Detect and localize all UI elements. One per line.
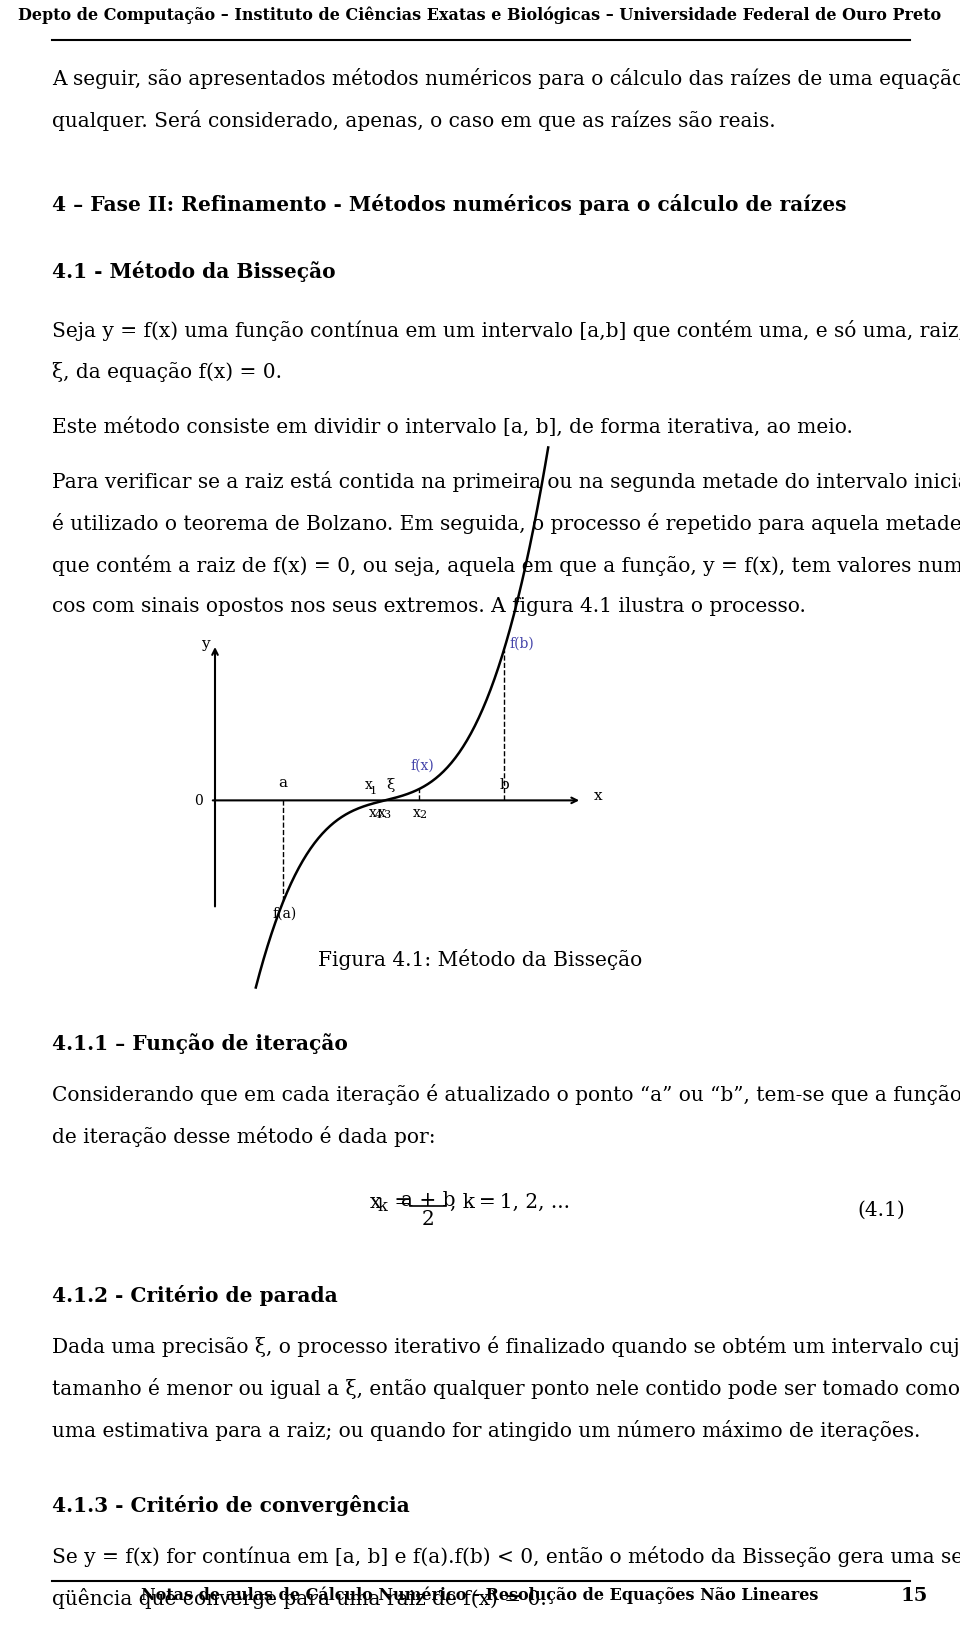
Text: x: x — [413, 806, 420, 821]
Text: , k = 1, 2, ...: , k = 1, 2, ... — [450, 1193, 570, 1212]
Text: a + b: a + b — [400, 1191, 455, 1209]
Text: x: x — [365, 778, 372, 793]
Text: 4 – Fase II: Refinamento - Métodos numéricos para o cálculo de raízes: 4 – Fase II: Refinamento - Métodos numér… — [52, 193, 847, 215]
Text: =: = — [388, 1193, 411, 1212]
Text: 4.1.3 - Critério de convergência: 4.1.3 - Critério de convergência — [52, 1495, 410, 1516]
Text: 4: 4 — [374, 811, 382, 821]
Text: Para verificar se a raiz está contida na primeira ou na segunda metade do interv: Para verificar se a raiz está contida na… — [52, 471, 960, 492]
Text: Se y = f(x) for contínua em [a, b] e f(a).f(b) < 0, então o método da Bisseção g: Se y = f(x) for contínua em [a, b] e f(a… — [52, 1545, 960, 1566]
Text: ξ, da equação f(x) = 0.: ξ, da equação f(x) = 0. — [52, 362, 282, 382]
Text: 1: 1 — [370, 786, 376, 796]
Text: 2: 2 — [419, 811, 426, 821]
Text: 4.1.1 – Função de iteração: 4.1.1 – Função de iteração — [52, 1034, 348, 1055]
Text: é utilizado o teorema de Bolzano. Em seguida, o processo é repetido para aquela : é utilizado o teorema de Bolzano. Em seg… — [52, 514, 960, 535]
Text: qüência que converge para uma raiz de f(x) = 0.: qüência que converge para uma raiz de f(… — [52, 1588, 547, 1609]
Text: x: x — [377, 806, 386, 821]
Text: a: a — [278, 777, 287, 790]
Text: 4.1.2 - Critério de parada: 4.1.2 - Critério de parada — [52, 1285, 338, 1306]
Text: 2: 2 — [421, 1209, 434, 1228]
Text: 4.1 - Método da Bisseção: 4.1 - Método da Bisseção — [52, 262, 336, 283]
Text: 15: 15 — [900, 1588, 928, 1606]
Text: 3: 3 — [384, 811, 391, 821]
Text: 0: 0 — [194, 795, 203, 808]
Text: de iteração desse método é dada por:: de iteração desse método é dada por: — [52, 1126, 436, 1147]
Text: (4.1): (4.1) — [857, 1201, 905, 1220]
Text: Seja y = f(x) uma função contínua em um intervalo [a,b] que contém uma, e só uma: Seja y = f(x) uma função contínua em um … — [52, 320, 960, 341]
Text: Este método consiste em dividir o intervalo [a, b], de forma iterativa, ao meio.: Este método consiste em dividir o interv… — [52, 416, 852, 437]
Text: Notas de aulas de Cálculo Numérico – Resolução de Equações Não Lineares: Notas de aulas de Cálculo Numérico – Res… — [141, 1588, 819, 1604]
Text: x: x — [370, 1193, 381, 1212]
Text: uma estimativa para a raiz; ou quando for atingido um número máximo de iterações: uma estimativa para a raiz; ou quando fo… — [52, 1420, 921, 1441]
Text: f(x): f(x) — [410, 759, 434, 772]
Text: A seguir, são apresentados métodos numéricos para o cálculo das raízes de uma eq: A seguir, são apresentados métodos numér… — [52, 68, 960, 89]
Text: k: k — [378, 1198, 388, 1216]
Text: ξ: ξ — [386, 778, 395, 793]
Text: tamanho é menor ou igual a ξ, então qualquer ponto nele contido pode ser tomado : tamanho é menor ou igual a ξ, então qual… — [52, 1378, 960, 1399]
Text: que contém a raiz de f(x) = 0, ou seja, aquela em que a função, y = f(x), tem va: que contém a raiz de f(x) = 0, ou seja, … — [52, 556, 960, 577]
Text: qualquer. Será considerado, apenas, o caso em que as raízes são reais.: qualquer. Será considerado, apenas, o ca… — [52, 111, 776, 132]
Text: Dada uma precisão ξ, o processo iterativo é finalizado quando se obtém um interv: Dada uma precisão ξ, o processo iterativ… — [52, 1336, 960, 1357]
Text: y: y — [201, 637, 209, 652]
Text: x: x — [594, 790, 603, 803]
Text: cos com sinais opostos nos seus extremos. A figura 4.1 ilustra o processo.: cos com sinais opostos nos seus extremos… — [52, 598, 805, 616]
Text: Considerando que em cada iteração é atualizado o ponto “a” ou “b”, tem-se que a : Considerando que em cada iteração é atua… — [52, 1084, 960, 1105]
Text: Depto de Computação – Instituto de Ciências Exatas e Biológicas – Universidade F: Depto de Computação – Instituto de Ciênc… — [18, 6, 942, 23]
Text: f(a): f(a) — [273, 907, 298, 921]
Text: f(b): f(b) — [509, 637, 534, 652]
Text: Figura 4.1: Método da Bisseção: Figura 4.1: Método da Bisseção — [318, 949, 642, 970]
Text: b: b — [499, 778, 509, 793]
Text: x: x — [369, 806, 376, 821]
